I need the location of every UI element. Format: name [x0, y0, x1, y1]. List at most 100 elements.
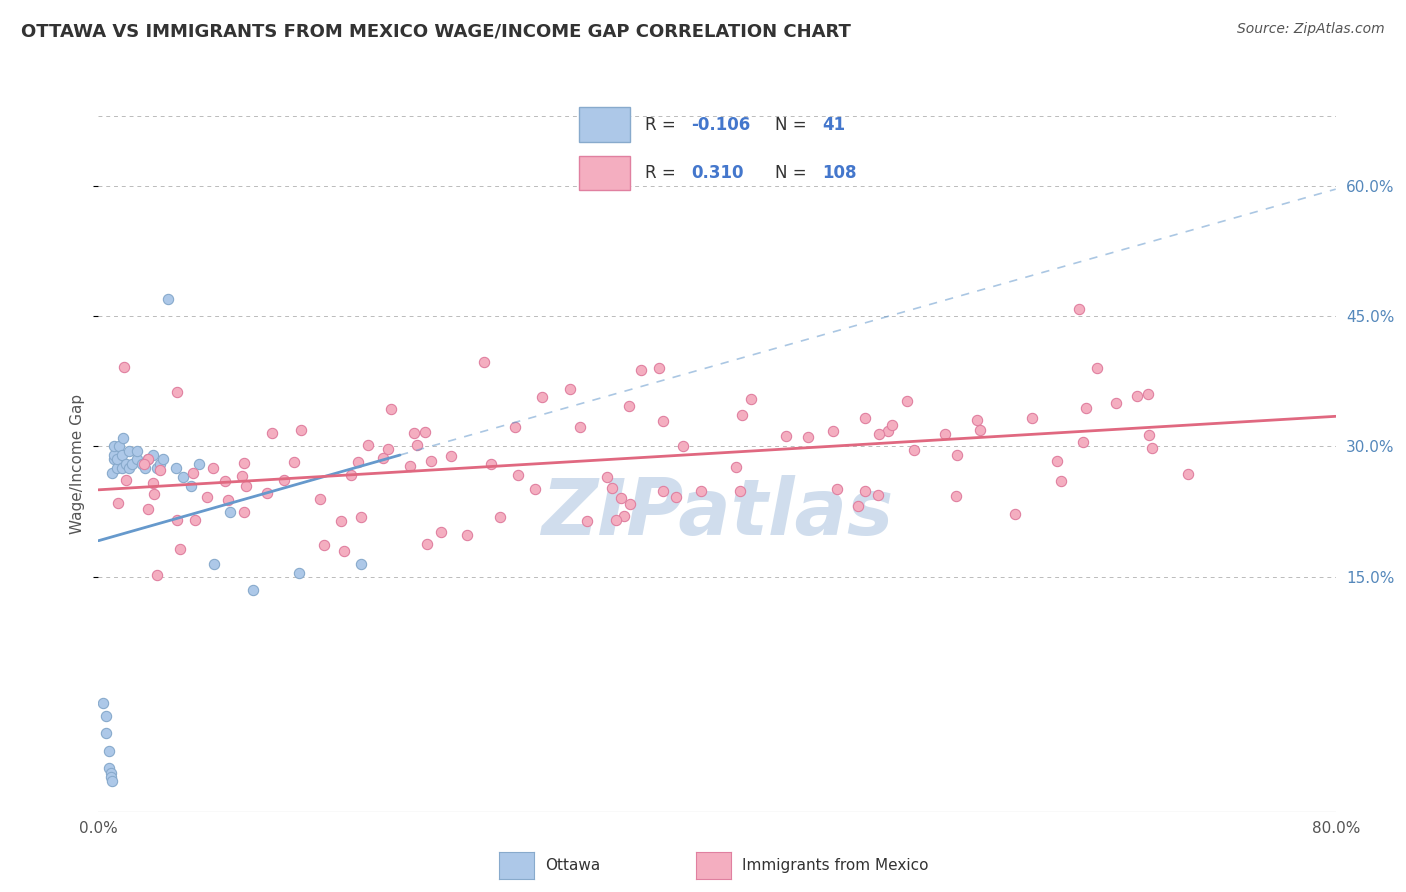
Point — [96, 726, 118, 740]
Point — [508, 467, 530, 482]
Point — [142, 448, 165, 462]
Point — [290, 423, 312, 437]
Text: 0.310: 0.310 — [692, 164, 744, 182]
Point — [112, 359, 135, 374]
Point — [613, 509, 636, 524]
Point — [479, 457, 502, 471]
Point — [1105, 396, 1128, 410]
Point — [115, 473, 138, 487]
Point — [413, 425, 436, 439]
Point — [569, 419, 592, 434]
Point — [690, 483, 713, 498]
Point — [1085, 361, 1108, 376]
Point — [855, 484, 877, 499]
Text: R =: R = — [645, 164, 682, 182]
Point — [1137, 427, 1160, 442]
Point — [283, 455, 305, 469]
Point — [101, 466, 124, 480]
Point — [1050, 474, 1073, 488]
Text: Immigrants from Mexico: Immigrants from Mexico — [742, 858, 929, 872]
Point — [111, 448, 134, 462]
Point — [231, 468, 253, 483]
Point — [100, 770, 122, 784]
Point — [724, 459, 747, 474]
Point — [166, 384, 188, 399]
Point — [256, 486, 278, 500]
Point — [204, 557, 226, 571]
Point — [201, 460, 224, 475]
Point — [350, 557, 373, 571]
Text: ZIPatlas: ZIPatlas — [541, 475, 893, 550]
Point — [142, 487, 165, 501]
Point — [648, 361, 671, 376]
Point — [131, 457, 153, 471]
Point — [233, 505, 256, 519]
Point — [868, 427, 890, 442]
Point — [560, 382, 582, 396]
Point — [1125, 389, 1147, 403]
Point — [107, 496, 129, 510]
Point — [184, 513, 207, 527]
Point — [103, 448, 125, 462]
Point — [969, 423, 991, 437]
Point — [103, 440, 125, 453]
Point — [232, 456, 254, 470]
Point — [146, 461, 169, 475]
Point — [242, 582, 264, 597]
Point — [214, 474, 236, 488]
Point — [127, 443, 149, 458]
Point — [945, 489, 967, 503]
Point — [111, 461, 134, 475]
Point — [380, 402, 402, 417]
Point — [730, 483, 752, 498]
Point — [149, 457, 172, 471]
FancyBboxPatch shape — [579, 155, 630, 190]
Point — [157, 292, 180, 306]
Point — [1067, 301, 1090, 316]
Text: N =: N = — [775, 164, 811, 182]
Point — [357, 437, 380, 451]
Point — [896, 393, 918, 408]
Point — [373, 450, 395, 465]
Point — [96, 709, 118, 723]
Point — [1046, 454, 1069, 468]
Text: R =: R = — [645, 116, 682, 134]
Point — [136, 452, 159, 467]
Text: -0.106: -0.106 — [692, 116, 751, 134]
Point — [600, 481, 623, 495]
Point — [524, 482, 547, 496]
Text: OTTAWA VS IMMIGRANTS FROM MEXICO WAGE/INCOME GAP CORRELATION CHART: OTTAWA VS IMMIGRANTS FROM MEXICO WAGE/IN… — [21, 22, 851, 40]
Point — [142, 475, 165, 490]
Point — [531, 390, 554, 404]
Point — [146, 567, 169, 582]
Text: Ottawa: Ottawa — [546, 858, 600, 872]
Point — [416, 537, 439, 551]
Point — [1140, 441, 1163, 455]
Point — [105, 452, 128, 467]
Point — [112, 431, 135, 445]
Point — [630, 363, 652, 377]
Text: N =: N = — [775, 116, 811, 134]
Point — [132, 457, 155, 471]
Point — [107, 440, 129, 453]
Point — [349, 509, 371, 524]
Point — [103, 452, 125, 467]
Point — [330, 514, 353, 528]
Point — [488, 510, 510, 524]
Point — [134, 461, 156, 475]
Point — [740, 392, 762, 406]
Point — [121, 457, 143, 471]
Point — [456, 528, 478, 542]
Point — [825, 483, 848, 497]
Text: Source: ZipAtlas.com: Source: ZipAtlas.com — [1237, 22, 1385, 37]
Point — [98, 761, 121, 775]
Point — [619, 497, 641, 511]
FancyBboxPatch shape — [579, 107, 630, 142]
Point — [166, 513, 188, 527]
Point — [404, 426, 426, 441]
Point — [127, 452, 149, 467]
Point — [273, 473, 295, 487]
Point — [429, 525, 451, 540]
Point — [181, 466, 204, 480]
Point — [966, 413, 988, 427]
